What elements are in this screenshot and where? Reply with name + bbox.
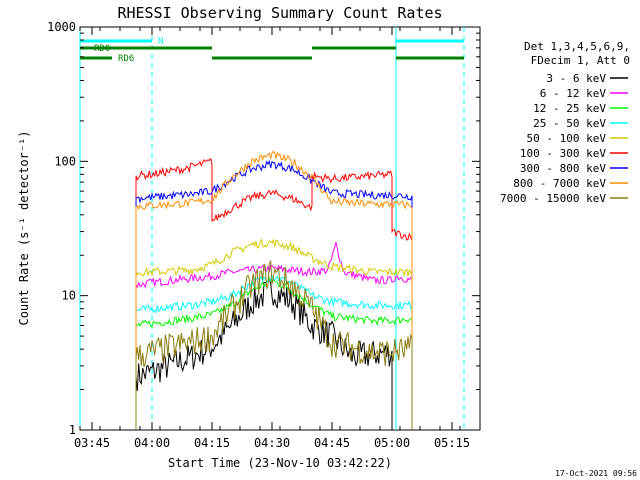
y-tick-label: 1	[69, 423, 76, 437]
state-bar-label: RD6	[118, 54, 134, 64]
y-tick-label: 1000	[47, 20, 76, 34]
x-tick-label: 05:00	[374, 436, 410, 450]
x-tick-label: 04:00	[134, 436, 170, 450]
y-axis: 1 10 100 1000	[47, 20, 480, 437]
legend-entry-label: 800 - 7000 keV	[513, 177, 606, 190]
legend-header: Det 1,3,4,5,6,9,	[524, 40, 630, 53]
series-line	[135, 237, 413, 430]
legend-entry-label: 50 - 100 keV	[527, 132, 607, 145]
legend-entry-label: 25 - 50 keV	[533, 117, 606, 130]
state-change-lines	[79, 27, 465, 430]
x-tick-label: 04:30	[254, 436, 290, 450]
x-tick-label: 05:15	[434, 436, 470, 450]
series-line	[135, 274, 413, 430]
series-line	[135, 276, 413, 430]
y-tick-label: 100	[54, 154, 76, 168]
x-axis-label: Start Time (23-Nov-10 03:42:22)	[168, 456, 392, 470]
footer-date: 17-Oct-2021 09:56	[555, 469, 637, 478]
y-axis-label: Count Rate (s⁻¹ detector⁻¹)	[17, 130, 31, 325]
legend: Det 1,3,4,5,6,9,FDecim 1, Att 0 3 - 6 keV…	[500, 40, 630, 205]
plot-area	[79, 26, 481, 431]
series-line	[135, 278, 393, 430]
legend-entry-label: 6 - 12 keV	[540, 87, 607, 100]
legend-header: FDecim 1, Att 0	[531, 54, 630, 67]
legend-entry-label: 7000 - 15000 keV	[500, 192, 606, 205]
state-bar-label: RD0	[94, 44, 110, 54]
x-tick-label: 04:45	[314, 436, 350, 450]
series-line	[135, 159, 413, 430]
legend-entry-label: 12 - 25 keV	[533, 102, 606, 115]
chart-title: RHESSI Observing Summary Count Rates	[117, 4, 442, 22]
y-tick-label: 10	[62, 289, 76, 303]
x-axis: 03:45 04:00 04:15 04:30 04:45 05:00 05:15	[74, 27, 481, 450]
series-line	[135, 240, 413, 430]
x-tick-label: 03:45	[74, 436, 110, 450]
series-line	[135, 150, 413, 430]
legend-entry-label: 300 - 800 keV	[520, 162, 606, 175]
count-rate-series	[135, 150, 413, 430]
legend-entry-label: 100 - 300 keV	[520, 147, 606, 160]
state-bar-label: N	[158, 37, 163, 47]
observing-state-bars: N RD0 RD6	[80, 37, 464, 64]
legend-entry-label: 3 - 6 keV	[546, 72, 606, 85]
x-tick-label: 04:15	[194, 436, 230, 450]
series-line	[135, 157, 413, 430]
series-line	[135, 259, 413, 430]
